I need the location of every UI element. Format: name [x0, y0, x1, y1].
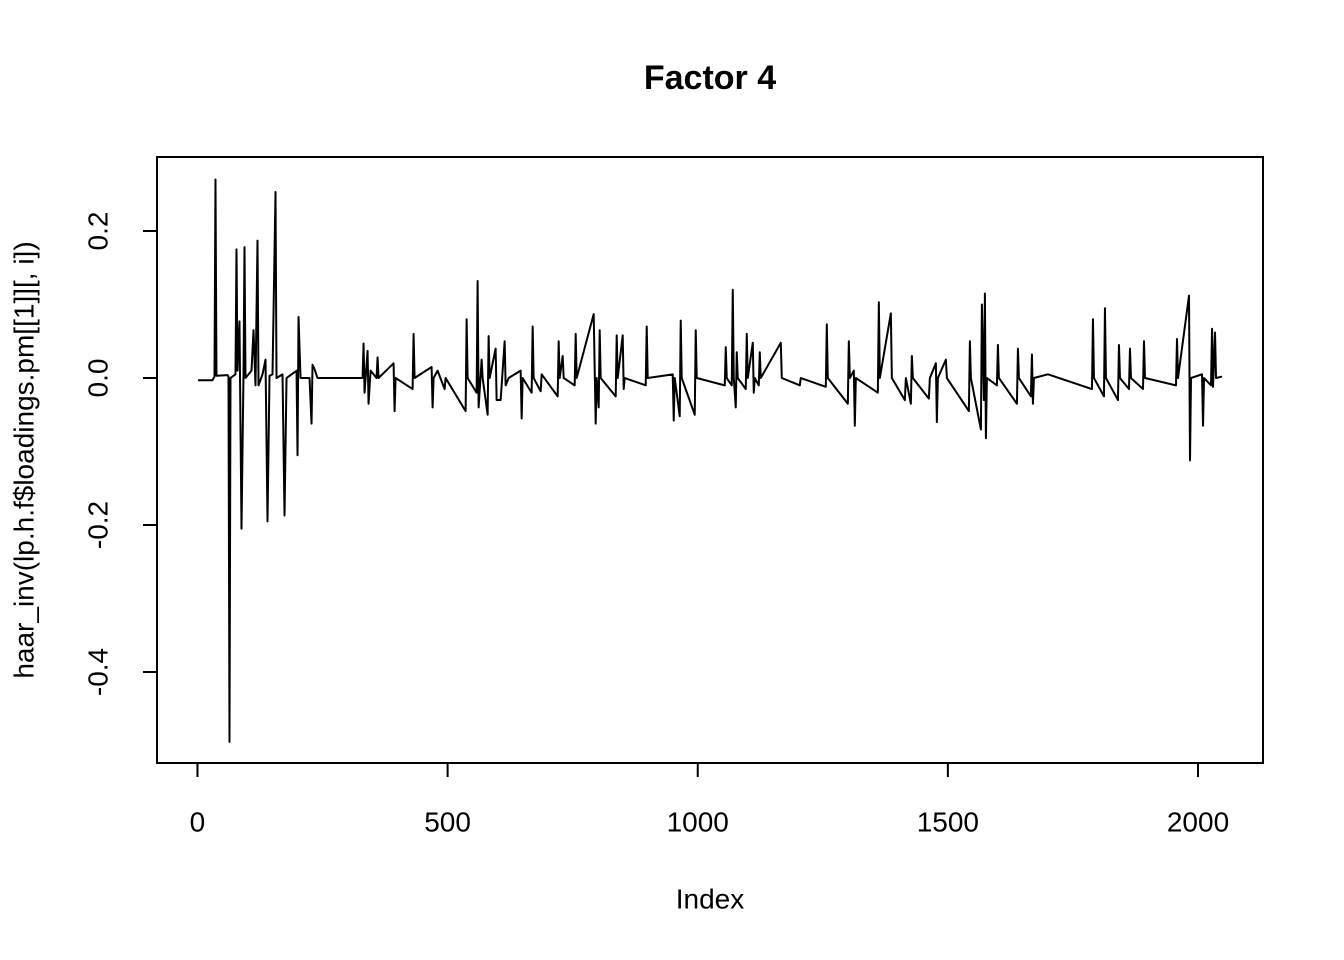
y-tick-label: 0.0: [82, 359, 113, 398]
x-tick-label: 0: [190, 806, 206, 837]
x-tick-label: 1500: [917, 806, 979, 837]
y-axis-label: haar_inv(lp.h.f$loadings.pm[[1]][, i]): [8, 241, 39, 678]
data-line: [197, 178, 1223, 743]
chart-title: Factor 4: [644, 59, 776, 97]
plot-frame: [156, 156, 1264, 764]
y-tick-label: -0.4: [82, 648, 113, 696]
y-tick-label: 0.2: [82, 212, 113, 251]
x-tick-label: 1000: [667, 806, 729, 837]
y-tick-label: -0.2: [82, 501, 113, 549]
x-axis-label: Index: [676, 883, 745, 914]
x-tick-label: 500: [424, 806, 471, 837]
x-tick-label: 2000: [1167, 806, 1229, 837]
